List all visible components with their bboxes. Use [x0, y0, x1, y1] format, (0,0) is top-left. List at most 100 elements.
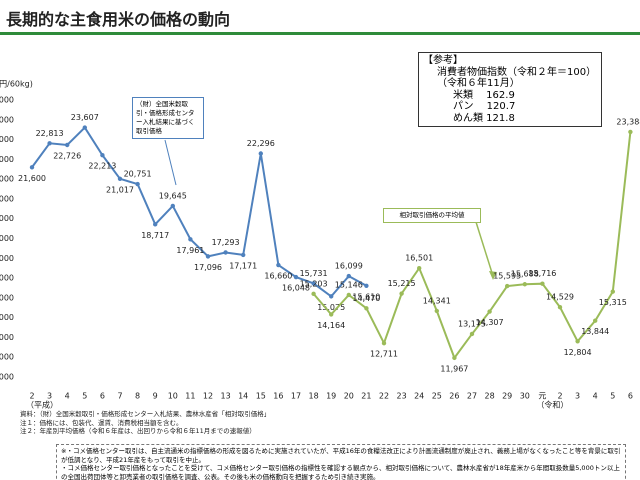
data-point [522, 282, 527, 287]
data-point [241, 252, 246, 258]
data-label: 17,961 [176, 246, 204, 255]
x-tick-label: 3 [47, 392, 52, 401]
era-label: （平成） [26, 400, 58, 410]
chart: (円/60kg) 11,000 12,000 13,000 14,000 15,000 1… [0, 80, 640, 410]
data-point [47, 141, 52, 146]
data-label: 15,146 [335, 280, 363, 289]
data-point [575, 339, 580, 344]
data-point [540, 281, 545, 286]
data-point [135, 181, 140, 187]
x-tick-label: 23 [397, 392, 407, 401]
x-tick-label: 元 [538, 392, 546, 401]
data-point [417, 265, 422, 271]
data-point [293, 274, 299, 280]
note-line: 資料：（財）全国米穀取引・価格形成センター入札結果、農林水産省「相対取引価格」 [20, 410, 271, 418]
x-tick-label: 20 [344, 392, 354, 401]
data-point [505, 283, 510, 289]
data-point [364, 283, 369, 288]
data-label: 17,096 [194, 263, 222, 272]
x-tick-label: 13 [221, 392, 231, 401]
x-tick-label: 19 [326, 392, 336, 401]
x-tick-label: 14 [238, 392, 248, 401]
reference-line: パン 120.7 [453, 101, 516, 112]
data-point [29, 165, 35, 170]
data-point [311, 281, 316, 286]
y-tick-label: 13,000 [0, 333, 14, 342]
x-tick-label: 24 [414, 392, 424, 401]
note-line: ・コメ価格センター取引価格となったことを受けて、コメ価格センター取引価格の指標性… [61, 464, 620, 480]
data-label: 15,716 [528, 269, 556, 278]
data-point [628, 129, 633, 135]
data-label: 22,296 [247, 139, 275, 148]
note-line: ※・コメ価格センター取引は、自主流通米の指標価格の形成を図るために実施されていた… [61, 447, 621, 464]
data-label: 20,751 [124, 170, 152, 179]
data-label: 15,315 [599, 298, 627, 307]
x-tick-label: 4 [65, 392, 70, 401]
series-line [31, 125, 367, 298]
data-label: 15,595 [493, 272, 521, 281]
y-tick-label: 15,000 [0, 293, 14, 302]
data-label: 12,711 [370, 350, 398, 359]
y-tick-label: 16,000 [0, 274, 14, 283]
x-tick-label: 21 [361, 392, 371, 401]
y-tick-label: 20,000 [0, 194, 14, 203]
data-label: 17,293 [212, 238, 240, 247]
x-tick-label: 2 [29, 392, 34, 401]
reference-line: 消費者物価指数（令和２年＝100） [437, 66, 597, 78]
data-label: 21,017 [106, 185, 134, 194]
x-tick-label: 7 [117, 392, 122, 401]
x-tick-label: 8 [135, 392, 140, 401]
y-tick-label: 17,000 [0, 254, 14, 263]
data-point [610, 289, 615, 294]
data-label: 16,660 [264, 272, 292, 281]
x-tick-label: 5 [610, 392, 615, 401]
x-tick-label: 25 [432, 392, 442, 401]
data-label: 14,307 [476, 318, 504, 327]
x-tick-label: 6 [100, 392, 105, 401]
data-point [346, 273, 351, 279]
x-tick-label: 6 [628, 392, 633, 401]
y-tick-label: 19,000 [0, 214, 14, 223]
data-point [65, 142, 70, 148]
x-tick-label: 17 [291, 392, 301, 401]
x-tick-label: 28 [485, 392, 495, 401]
data-point [153, 222, 158, 227]
data-point [346, 292, 351, 298]
data-point [100, 152, 105, 158]
note-line: 注２：年産別平均価格（令和６年産は、出回りから令和６年11月までの速報値） [20, 427, 256, 435]
reference-line: めん類 121.8 [453, 112, 515, 124]
reference-line: 【参考】 [423, 55, 463, 66]
data-point [223, 250, 228, 255]
y-unit-label: (円/60kg) [0, 80, 33, 89]
data-point [82, 125, 88, 130]
data-label: 23,388 [616, 117, 640, 126]
data-label: 22,726 [53, 151, 81, 160]
notes-box: ※・コメ価格センター取引は、自主流通米の指標価格の形成を図るために実施されていた… [56, 444, 626, 480]
data-label: 12,804 [564, 348, 592, 357]
era-label: （令和） [536, 400, 568, 410]
data-label: 15,610 [352, 292, 380, 301]
data-point [188, 237, 193, 242]
data-label: 15,688 [511, 270, 539, 279]
data-point [258, 151, 263, 156]
data-label: 17,171 [229, 261, 257, 270]
x-tick-label: 15 [256, 392, 266, 401]
data-point [311, 291, 316, 297]
x-tick-label: 16 [273, 392, 283, 401]
data-label: 22,813 [36, 129, 64, 138]
x-tick-label: 30 [520, 392, 530, 401]
y-tick-label: 21,000 [0, 175, 14, 184]
y-tick-label: 18,000 [0, 234, 14, 243]
data-point [452, 355, 457, 361]
data-point [381, 340, 387, 346]
x-tick-label: 18 [309, 392, 319, 401]
x-tick-label: 11 [185, 392, 195, 401]
data-label: 11,967 [440, 364, 468, 373]
data-point [329, 294, 334, 299]
x-tick-label: 26 [449, 392, 459, 401]
y-tick-label: 24,000 [0, 115, 14, 124]
data-label: 21,600 [18, 174, 46, 183]
data-label: 15,731 [300, 269, 328, 278]
x-tick-label: 3 [575, 392, 580, 401]
x-tick-label: 2 [557, 392, 562, 401]
